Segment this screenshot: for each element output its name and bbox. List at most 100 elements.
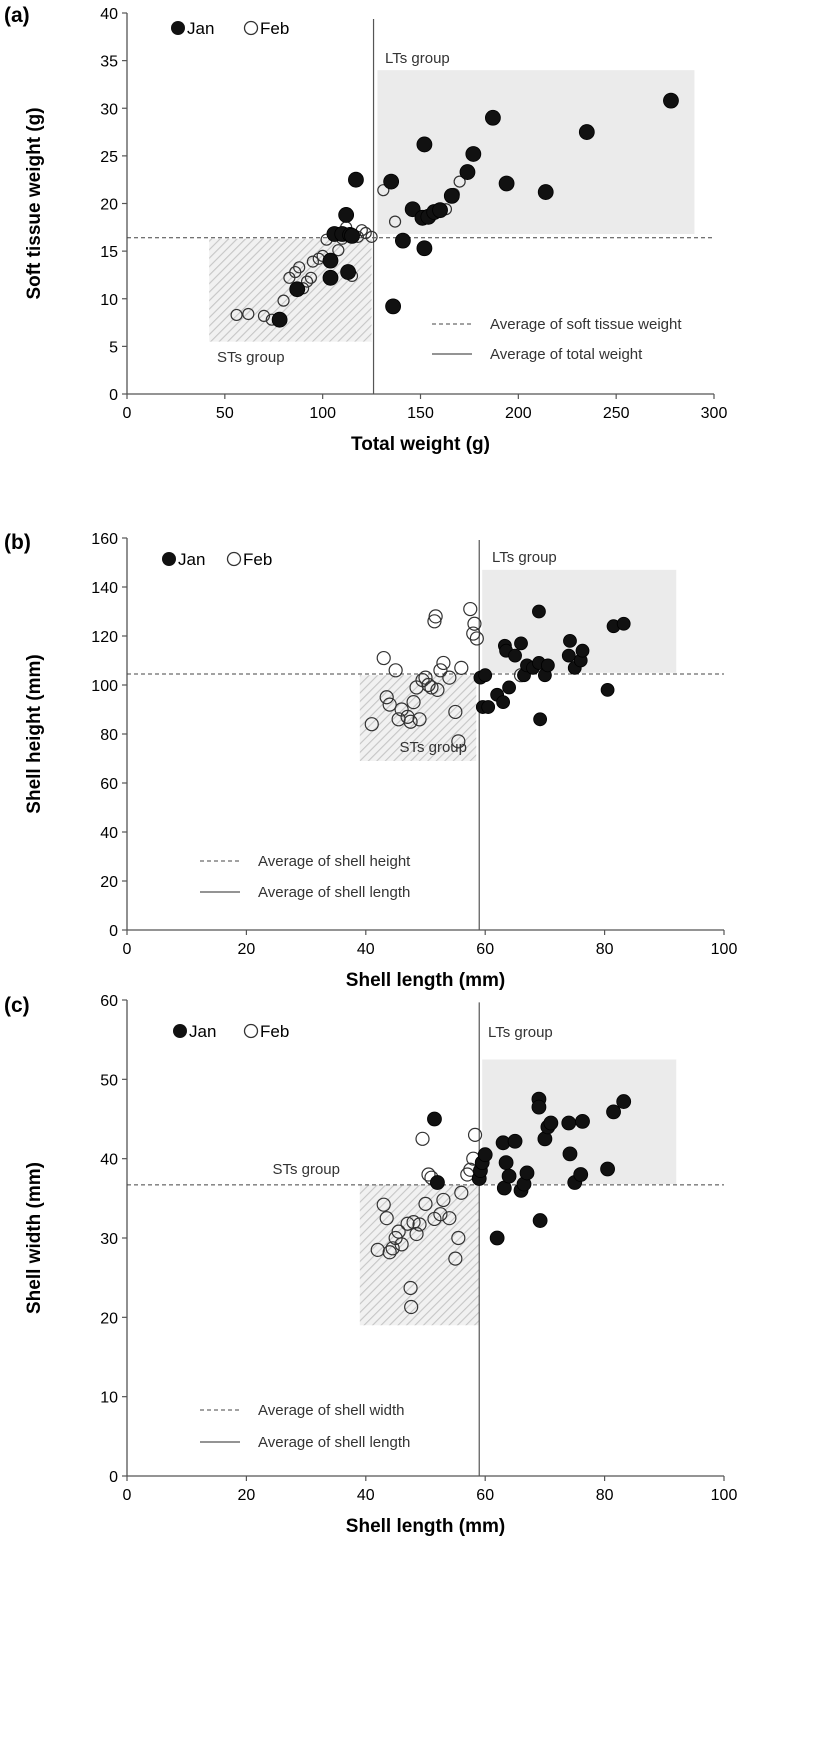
data-point-feb	[230, 308, 243, 322]
legend-label-jan: Jan	[178, 550, 205, 569]
y-tick-label: 120	[91, 629, 118, 646]
data-point-jan	[616, 1094, 632, 1109]
data-point-jan	[532, 604, 546, 619]
sts-group-label: STs group	[272, 1161, 340, 1178]
panel-label: (c)	[4, 994, 30, 1017]
data-point-jan	[481, 700, 496, 714]
data-point-feb	[377, 184, 390, 197]
x-axis-title: Total weight (g)	[351, 434, 490, 455]
data-point-feb	[257, 309, 271, 322]
data-point-jan	[616, 616, 631, 631]
data-point-jan	[322, 269, 339, 286]
data-point-jan	[540, 658, 555, 673]
ref-legend-label-dashed: Average of shell height	[258, 853, 411, 870]
data-point-feb	[388, 663, 403, 678]
chart-panel: (b) 0 20 40 60 80 100 120 140 160 0 20 40 60 80 100 Shel…	[4, 531, 737, 991]
x-tick-label: 100	[309, 405, 336, 422]
lts-group-label: LTs group	[488, 1024, 553, 1041]
data-point-feb	[454, 1185, 469, 1200]
y-tick-label: 40	[100, 6, 118, 23]
data-point-jan	[394, 232, 411, 249]
data-point-feb	[433, 1207, 448, 1222]
data-point-jan	[344, 227, 360, 244]
data-point-feb	[451, 734, 466, 749]
ref-legend-label-dashed: Average of shell width	[258, 1402, 404, 1419]
data-point-feb	[448, 704, 463, 720]
panel-label: (a)	[4, 4, 30, 27]
data-point-feb	[469, 631, 484, 646]
data-point-jan	[578, 124, 595, 140]
data-point-jan	[383, 173, 400, 190]
chart-panel: (a) 0 5 10 15 20 25 30 35 40 0 50 100 150 200 250 300 Tot…	[4, 4, 727, 455]
y-tick-label: 160	[91, 531, 118, 548]
data-point-jan	[478, 668, 493, 683]
data-point-feb	[365, 230, 378, 243]
data-point-feb	[376, 650, 391, 666]
x-axis-title: Shell length (mm)	[346, 1516, 505, 1537]
legend-marker-feb	[226, 551, 242, 567]
x-tick-label: 300	[701, 405, 728, 422]
data-point-feb	[359, 226, 372, 240]
data-point-feb	[436, 1192, 451, 1208]
data-point-feb	[293, 261, 306, 274]
data-point-jan	[498, 175, 515, 192]
y-axis-title: Soft tissue weight (g)	[24, 107, 45, 299]
data-point-feb	[364, 717, 379, 732]
data-point-feb	[460, 1167, 475, 1182]
data-point-jan	[543, 1115, 559, 1131]
data-point-feb	[454, 660, 469, 675]
data-point-jan	[533, 712, 548, 727]
data-point-feb	[382, 697, 397, 712]
data-point-jan	[340, 264, 357, 280]
data-point-jan	[531, 1099, 547, 1115]
x-tick-label: 200	[505, 405, 532, 422]
y-tick-label: 40	[100, 1152, 118, 1169]
data-point-feb	[467, 1127, 483, 1142]
data-point-feb	[277, 294, 290, 307]
legend-marker-feb	[243, 1023, 259, 1039]
x-tick-label: 100	[711, 941, 738, 958]
x-tick-label: 150	[407, 405, 434, 422]
data-point-jan	[606, 1104, 621, 1120]
data-point-jan	[573, 1167, 589, 1182]
data-point-feb	[379, 1211, 394, 1226]
lts-group-label: LTs group	[492, 549, 557, 566]
chart-panel: (c) 0 10 20 30 40 50 60 0 20 40 60 80 100 Shell length…	[4, 993, 737, 1537]
x-tick-label: 80	[596, 941, 614, 958]
data-point-feb	[412, 1217, 427, 1232]
data-point-feb	[376, 1197, 391, 1212]
data-point-jan	[289, 281, 306, 298]
data-point-feb	[304, 271, 318, 284]
y-tick-label: 35	[100, 54, 118, 71]
data-point-feb	[418, 1196, 433, 1211]
data-point-feb	[463, 601, 478, 617]
data-point-feb	[412, 712, 427, 727]
data-point-feb	[415, 1131, 430, 1146]
data-point-feb	[385, 1241, 400, 1256]
lts-group-label: LTs group	[385, 50, 450, 67]
data-point-feb	[382, 1245, 397, 1260]
data-point-feb	[403, 714, 418, 729]
data-point-feb	[466, 626, 481, 641]
y-axis-title: Shell width (mm)	[24, 1162, 45, 1314]
data-point-feb	[442, 1211, 457, 1226]
ref-legend-label-solid: Average of total weight	[490, 346, 643, 363]
y-tick-label: 30	[100, 101, 118, 118]
data-point-jan	[563, 634, 577, 648]
data-point-jan	[600, 683, 615, 697]
data-point-jan	[465, 146, 482, 162]
x-tick-label: 40	[357, 1487, 375, 1504]
data-point-jan	[338, 207, 355, 223]
x-tick-label: 250	[603, 405, 630, 422]
y-tick-label: 0	[109, 923, 118, 940]
legend-marker-jan	[173, 1024, 187, 1038]
y-tick-label: 0	[109, 387, 118, 404]
x-tick-label: 40	[357, 941, 375, 958]
data-point-jan	[501, 1168, 517, 1184]
data-point-jan	[600, 1161, 615, 1177]
data-point-feb	[394, 1237, 409, 1252]
legend-marker-feb	[243, 20, 259, 36]
y-tick-label: 25	[100, 149, 118, 166]
data-point-feb	[300, 275, 314, 288]
